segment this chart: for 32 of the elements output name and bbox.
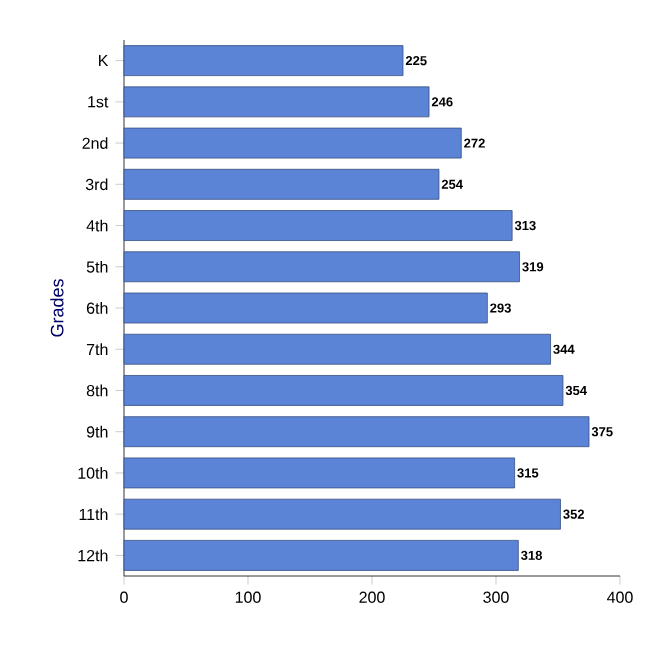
y-tick-label: 2nd (82, 137, 108, 149)
y-axis-title: Grades (50, 279, 64, 337)
bar (123, 210, 513, 241)
bar (123, 333, 551, 365)
bar (123, 45, 404, 77)
bar (123, 168, 440, 200)
x-tick-label: 100 (235, 591, 261, 603)
bar (123, 292, 488, 324)
y-tick-label: 9th (86, 425, 108, 438)
x-tick-label: 0 (120, 591, 128, 603)
bar (123, 127, 462, 159)
x-tick-label: 400 (607, 591, 633, 603)
y-tick-label: 5th (86, 260, 108, 273)
bar (123, 457, 515, 489)
bar (123, 416, 590, 448)
y-tick-label: 8th (86, 384, 108, 397)
bar (123, 539, 519, 571)
bar (123, 498, 561, 530)
y-tick-label: 12th (78, 549, 108, 562)
bar (123, 251, 520, 283)
bar (123, 86, 430, 118)
y-tick-label: K (99, 55, 109, 67)
y-tick-label: 10th (78, 467, 108, 479)
x-tick-label: 200 (359, 591, 385, 603)
y-tick-label: 3rd (85, 178, 108, 191)
y-tick-label: 7th (86, 343, 108, 356)
bar (123, 375, 564, 406)
y-tick-label: 1st (88, 96, 109, 108)
y-tick-label: 11th (79, 508, 108, 521)
y-tick-label: 6th (86, 302, 108, 314)
y-tick-label: 4th (86, 219, 108, 232)
x-tick-label: 300 (483, 591, 509, 603)
